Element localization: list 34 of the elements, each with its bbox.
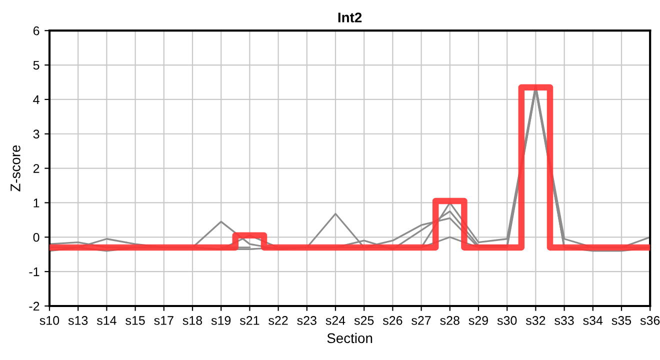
x-tick-label: s19: [211, 316, 231, 325]
x-tick-label: s25: [354, 316, 374, 325]
x-tick-label: s27: [412, 316, 431, 325]
chart-title: Int2: [338, 12, 362, 22]
x-tick-label: s13: [68, 316, 88, 325]
x-tick-label: s32: [526, 316, 546, 325]
y-tick-label: 2: [33, 164, 40, 173]
y-tick-label: 6: [33, 26, 40, 36]
x-tick-label: s15: [126, 316, 145, 325]
x-tick-label: s17: [154, 316, 174, 325]
x-tick-label: s28: [440, 316, 460, 325]
y-tick-label: 5: [33, 60, 40, 70]
x-tick-label: s26: [382, 316, 402, 325]
x-axis-title: Section: [327, 332, 372, 344]
y-tick-label: 0: [33, 232, 40, 242]
x-tick-label: s33: [554, 316, 574, 325]
x-tick-label: s10: [40, 316, 60, 325]
y-axis-title: Z-score: [10, 145, 20, 192]
x-tick-label: s21: [240, 316, 260, 325]
x-tick-label: s35: [612, 316, 632, 325]
x-tick-label: s36: [640, 316, 660, 325]
x-tick-label: s22: [268, 316, 288, 325]
x-tick-label: s34: [583, 316, 603, 325]
x-tick-label: s23: [297, 316, 316, 325]
y-tick-label: -2: [29, 302, 40, 311]
x-tick-label: s29: [468, 316, 488, 325]
y-tick-label: -1: [29, 268, 40, 276]
y-tick-label: 1: [34, 198, 40, 208]
x-tick-label: s18: [182, 316, 202, 325]
x-tick-label: s24: [326, 316, 346, 325]
y-tick-label: 4: [33, 95, 40, 104]
x-tick-label: s14: [96, 316, 116, 325]
x-tick-label: s30: [497, 316, 517, 325]
y-tick-label: 3: [33, 130, 40, 139]
